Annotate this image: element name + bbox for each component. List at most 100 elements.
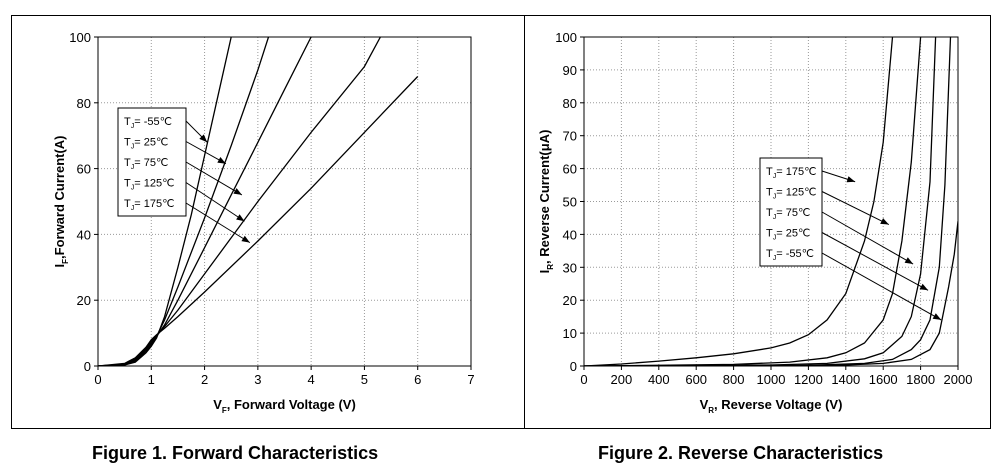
chart2-ytick-label: 100	[555, 30, 577, 45]
chart1-ytick-label: 0	[84, 359, 91, 374]
chart1-legend-label-2-main: T	[124, 137, 131, 149]
chart2-ytick-label: 90	[563, 63, 577, 78]
chart1-legend-label-2-rest: = 25℃	[134, 137, 168, 149]
chart1-legend-arrow-3	[185, 161, 243, 196]
chart2-legend-label-4-rest: = 25℃	[776, 228, 810, 240]
chart1-legend-label-1-rest: = -55℃	[134, 116, 172, 128]
chart2-ytick-label: 0	[570, 359, 577, 374]
chart1-legend-label-3-sub: J	[131, 164, 135, 171]
chart2-legend-label-3-rest: = 75℃	[776, 207, 810, 219]
chart2-xtick-label: 0	[580, 372, 587, 387]
chart1-plot-area	[97, 36, 472, 367]
chart1-series-line-5	[98, 76, 419, 366]
chart1-x-axis-label: VF, Forward Voltage (V)	[213, 397, 356, 415]
chart2-legend-arrowhead-4	[919, 283, 929, 291]
chart2-xtick-label: 800	[723, 372, 745, 387]
chart1-xtick-label: 5	[361, 372, 368, 387]
chart2-x-axis-label-main: V	[700, 397, 709, 412]
chart1-legend-arrowhead-4	[236, 214, 245, 222]
figure-1-caption: Figure 1. Forward Characteristics	[92, 443, 379, 463]
chart2-legend-arrow-2	[821, 191, 890, 225]
chart2-legend-label-3-sub: J	[773, 214, 777, 221]
chart1-xtick-label: 2	[201, 372, 208, 387]
chart1-legend-arrowhead-2	[217, 157, 226, 164]
chart1-ytick-label: 100	[69, 30, 91, 45]
chart2-ytick-label: 40	[563, 227, 577, 242]
chart2-legend-label-1-rest: = 175℃	[776, 166, 816, 178]
chart2-xtick-label: 600	[685, 372, 707, 387]
chart2-xtick-label: 1400	[831, 372, 860, 387]
chart2-legend-label-4-sub: J	[773, 235, 777, 242]
chart2-legend-label-4: TJ= 25℃	[766, 228, 810, 242]
chart1-series-line-4	[98, 37, 381, 366]
chart2-x-axis-label-sub: R	[708, 406, 714, 415]
chart1-xtick-label: 7	[467, 372, 474, 387]
chart1-xtick-label: 0	[94, 372, 101, 387]
chart2-xtick-label: 1000	[757, 372, 786, 387]
chart1-legend-label-4: TJ= 125℃	[124, 178, 174, 192]
chart1-xtick-label: 1	[148, 372, 155, 387]
chart2-series-line-1	[584, 37, 894, 366]
chart2-legend-box	[759, 157, 823, 267]
chart2-legend-label-1-sub: J	[773, 173, 777, 180]
chart1-legend-label-4-rest: = 125℃	[134, 178, 174, 190]
chart2-ytick-label: 20	[563, 293, 577, 308]
chart2-xtick-label: 1600	[869, 372, 898, 387]
chart2-xtick-label: 400	[648, 372, 670, 387]
chart1-legend-arrowhead-5	[241, 235, 250, 243]
chart2-legend-arrowhead-3	[904, 257, 914, 264]
chart2-ytick-label: 60	[563, 162, 577, 177]
chart2-legend-arrow-5	[821, 252, 942, 321]
chart1-legend-arrow-5	[185, 202, 251, 244]
chart1-legend-label-1-main: T	[124, 116, 131, 128]
chart1-legend-label-2-sub: J	[131, 144, 135, 151]
chart2-xtick-label: 1200	[794, 372, 823, 387]
chart1-xtick-label: 3	[254, 372, 261, 387]
reverse-characteristics-chart: 0 200 400 600 800 1000 1200 1400 1600 1800 2000 0 10…	[537, 30, 972, 415]
chart1-y-axis-label-main: I	[52, 264, 67, 268]
chart1-legend-arrowhead-1	[199, 134, 208, 143]
chart2-ytick-label: 10	[563, 326, 577, 341]
chart2-ytick-label: 50	[563, 195, 577, 210]
chart2-legend-label-5-main: T	[766, 248, 773, 260]
chart1-y-axis-label-sub: F	[61, 259, 70, 264]
chart2-series-line-5	[584, 221, 958, 366]
chart1-legend-label-4-sub: J	[131, 185, 135, 192]
chart2-legend-arrowhead-5	[932, 313, 942, 320]
chart2-legend-label-2-main: T	[766, 187, 773, 199]
chart2-legend-label-5-rest: = -55℃	[776, 248, 814, 260]
chart1-legend-label-5-sub: J	[131, 205, 135, 212]
chart1-series-line-3	[98, 37, 312, 366]
chart2-legend-label-2: TJ= 125℃	[766, 187, 816, 201]
chart1-legend-label-4-main: T	[124, 178, 131, 190]
chart2-y-axis-label-sub: R	[546, 264, 555, 270]
chart1-legend-label-5-rest: = 175℃	[134, 198, 174, 210]
chart2-x-axis-label-rest: , Reverse Voltage (V)	[714, 397, 842, 412]
chart2-y-axis-label-rest: , Reverse Current(μA)	[537, 130, 552, 264]
chart2-legend-arrowhead-2	[880, 218, 889, 225]
chart2-ytick-label: 30	[563, 260, 577, 275]
chart1-legend-label-1: TJ= -55℃	[124, 116, 172, 130]
chart1-legend-arrow-4	[185, 182, 245, 222]
chart2-legend-arrow-4	[821, 232, 929, 291]
chart1-xtick-label: 4	[308, 372, 315, 387]
chart2-legend-label-3: TJ= 75℃	[766, 207, 810, 221]
figure-frame	[11, 15, 991, 429]
chart2-y-axis-label-main: I	[537, 270, 552, 274]
chart1-legend-label-1-sub: J	[131, 123, 135, 130]
chart2-legend-arrowhead-1	[846, 176, 856, 183]
chart2-legend-arrow-3	[821, 211, 914, 265]
chart1-y-axis-label-rest: ,Forward Current(A)	[52, 135, 67, 259]
chart1-x-axis-label-main: V	[213, 397, 222, 412]
chart2-legend-label-1: TJ= 175℃	[766, 166, 816, 180]
chart1-ytick-label: 20	[77, 293, 91, 308]
chart2-ytick-label: 70	[563, 129, 577, 144]
chart1-ytick-label: 80	[77, 96, 91, 111]
chart2-xtick-label: 200	[611, 372, 633, 387]
chart2-y-axis-label: IR, Reverse Current(μA)	[537, 130, 555, 274]
chart1-legend-label-5: TJ= 175℃	[124, 198, 174, 212]
chart2-ytick-label: 80	[563, 96, 577, 111]
chart1-legend-label-3-rest: = 75℃	[134, 157, 168, 169]
